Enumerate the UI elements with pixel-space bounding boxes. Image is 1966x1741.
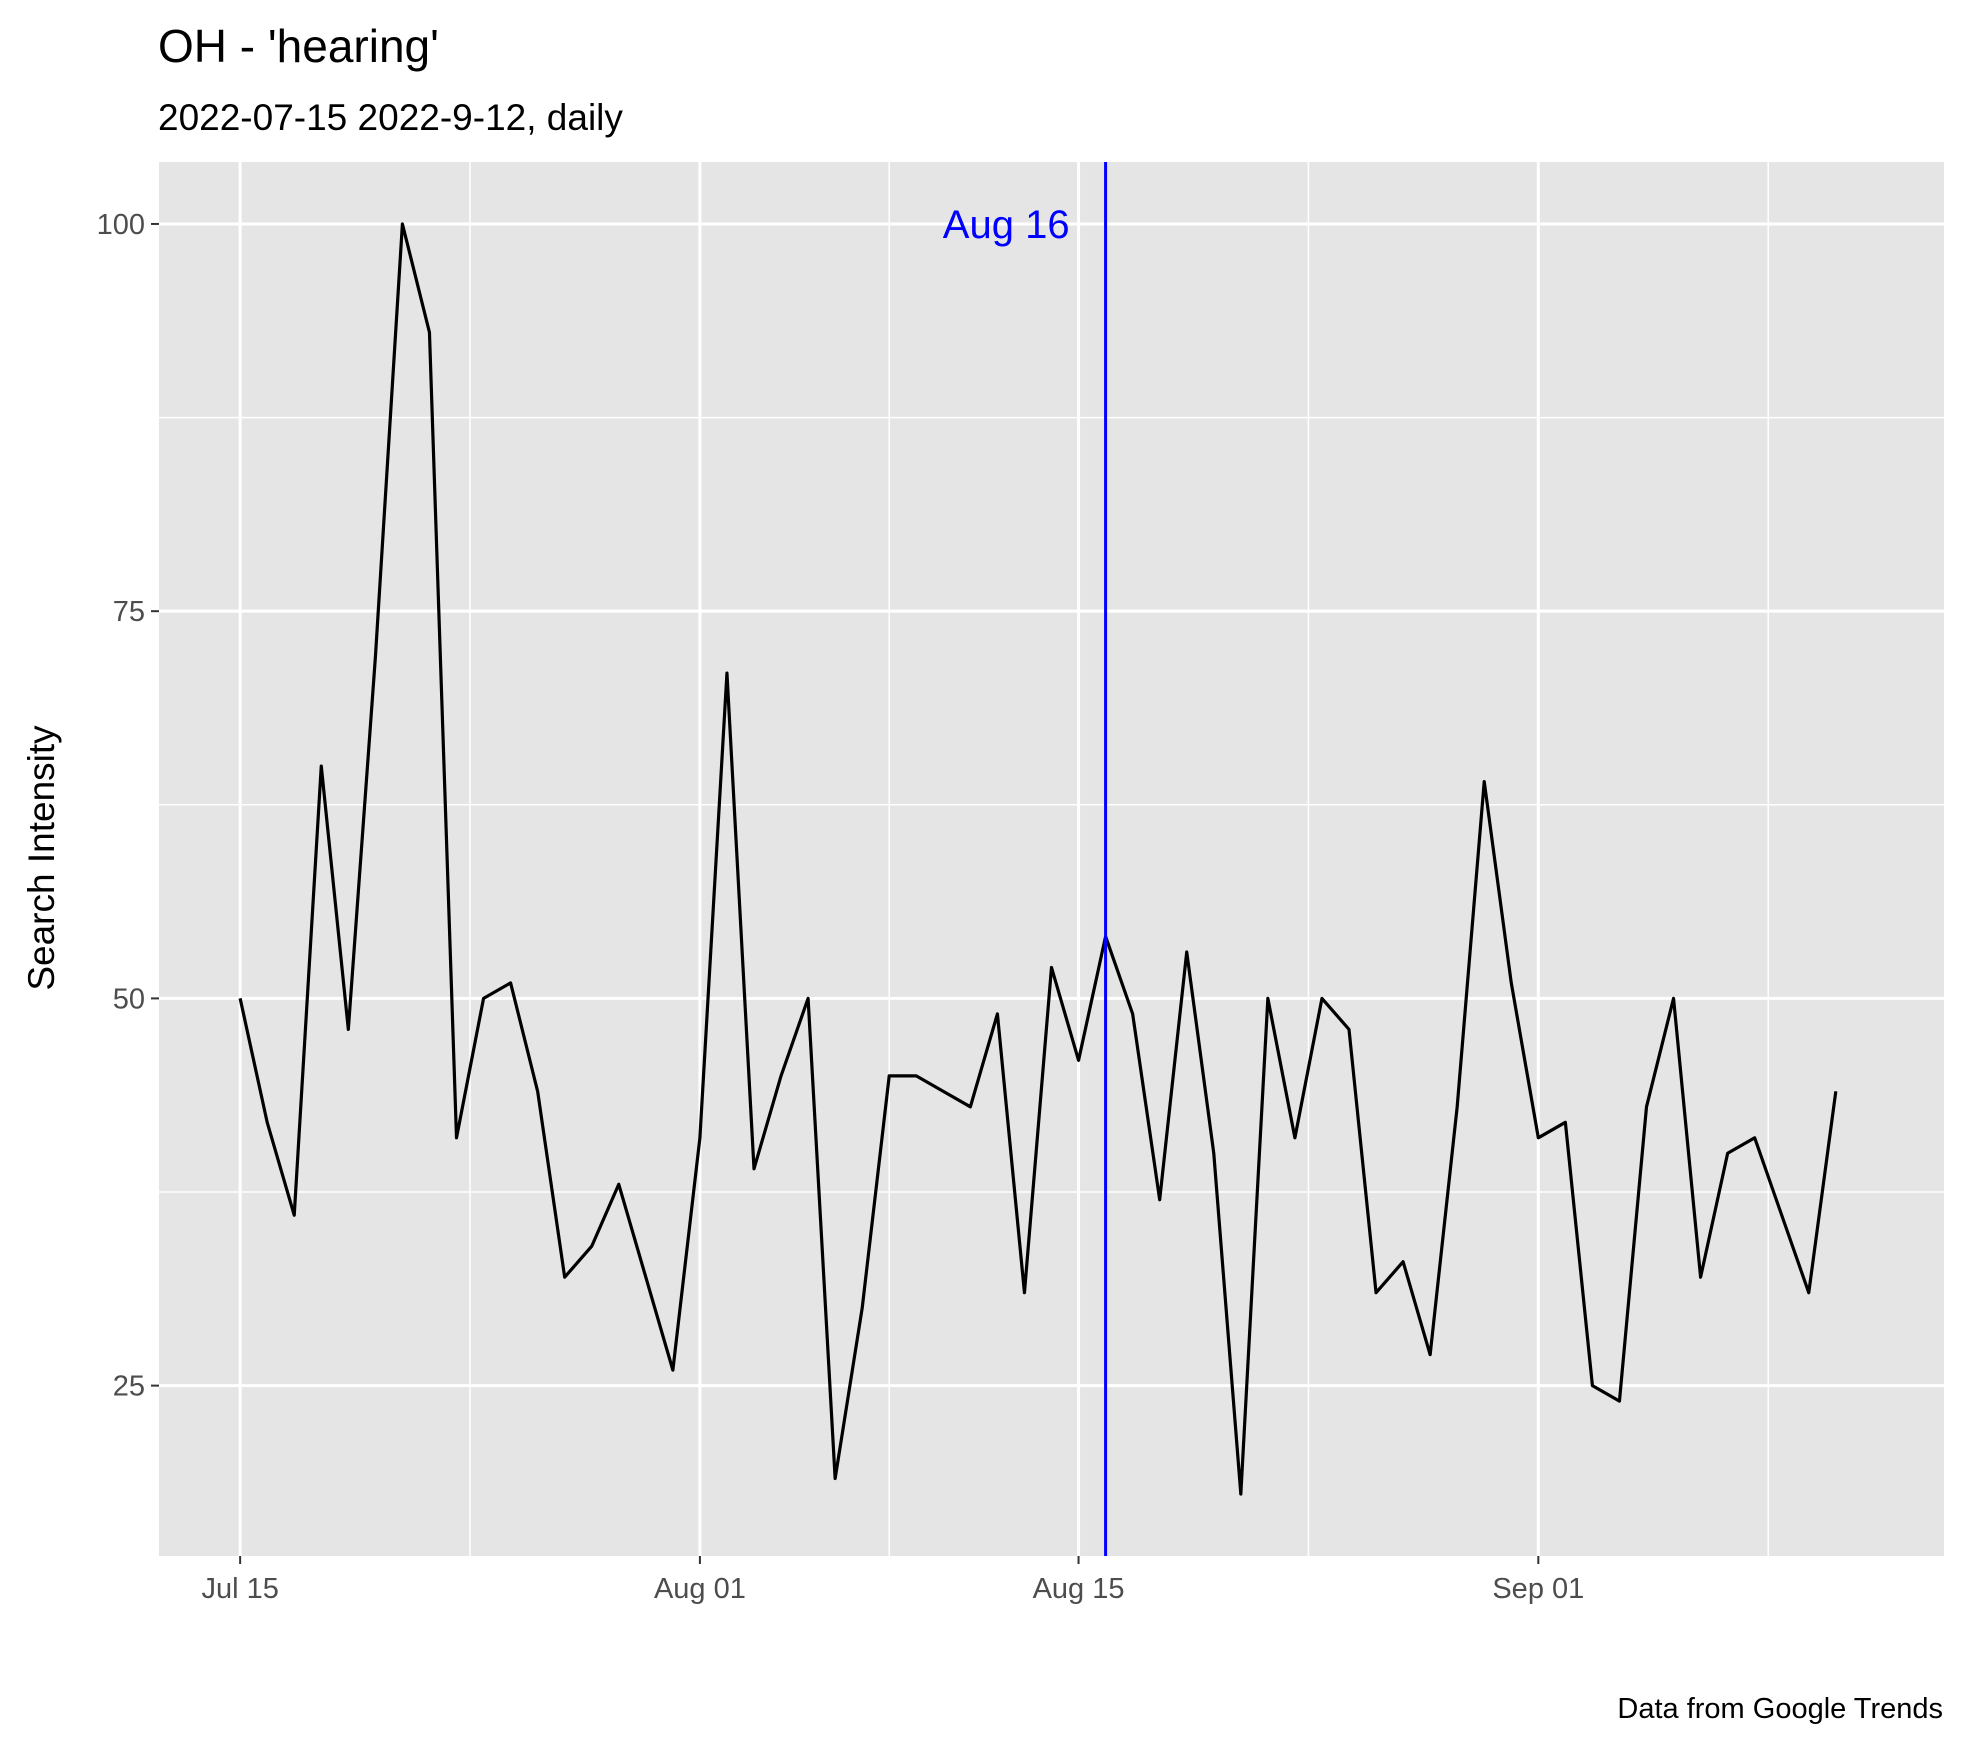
- chart-title: OH - 'hearing': [158, 20, 439, 72]
- chart-subtitle: 2022-07-15 2022-9-12, daily: [158, 97, 623, 138]
- y-axis-title: Search Intensity: [21, 725, 62, 991]
- x-tick-label: Aug 15: [1033, 1573, 1125, 1605]
- y-tick-label: 75: [113, 596, 145, 628]
- x-axis: Jul 15 Aug 01 Aug 15 Sep 01: [201, 1556, 1584, 1605]
- grid-major: [159, 162, 1944, 1556]
- y-tick-label: 50: [113, 983, 145, 1015]
- series-line: [238, 222, 1838, 1496]
- plot-panel: [159, 162, 1944, 1556]
- grid-minor: [159, 162, 1944, 1556]
- y-axis: 25 50 75 100: [97, 209, 159, 1403]
- x-tick-label: Sep 01: [1492, 1573, 1584, 1605]
- y-tick-label: 25: [113, 1371, 145, 1403]
- annotation-label: Aug 16: [943, 203, 1070, 247]
- y-tick-label: 100: [97, 209, 145, 241]
- x-tick-label: Aug 01: [654, 1573, 746, 1605]
- chart-caption: Data from Google Trends: [1617, 1693, 1943, 1725]
- x-tick-label: Jul 15: [201, 1573, 278, 1605]
